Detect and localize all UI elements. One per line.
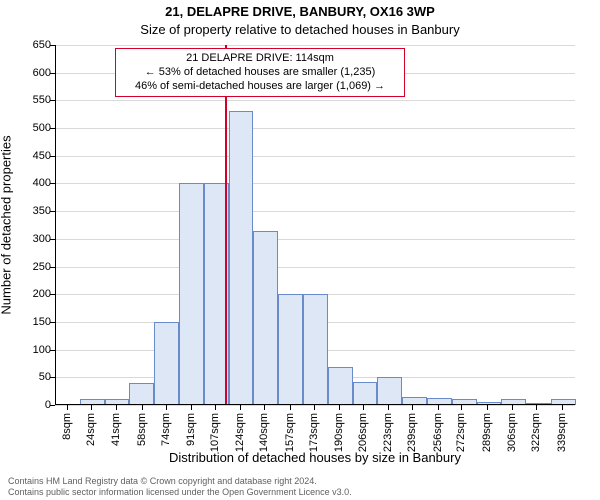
x-tick-label: 41sqm [110, 413, 122, 446]
x-tick-label: 322sqm [530, 413, 542, 452]
y-tick-label: 200 [11, 288, 51, 300]
x-tick-mark [461, 405, 462, 410]
x-tick-mark [363, 405, 364, 410]
x-tick-label: 339sqm [556, 413, 568, 452]
x-tick-label: 107sqm [209, 413, 221, 452]
x-tick-label: 272sqm [455, 413, 467, 452]
x-tick-mark [536, 405, 537, 410]
x-tick-label: 157sqm [284, 413, 296, 452]
grid-line [55, 405, 575, 406]
x-tick-mark [215, 405, 216, 410]
x-tick-mark [142, 405, 143, 410]
reference-line [225, 45, 227, 405]
grid-line [55, 45, 575, 46]
histogram-bar [229, 111, 254, 405]
x-tick-label: 8sqm [61, 413, 73, 440]
y-tick-label: 150 [11, 316, 51, 328]
x-tick-label: 74sqm [160, 413, 172, 446]
y-tick-label: 0 [11, 399, 51, 411]
chart-container: 21, DELAPRE DRIVE, BANBURY, OX16 3WP Siz… [0, 0, 600, 500]
grid-line [55, 239, 575, 240]
x-tick-label: 190sqm [333, 413, 345, 452]
x-tick-mark [290, 405, 291, 410]
annotation-line: ← 53% of detached houses are smaller (1,… [122, 66, 398, 80]
x-tick-label: 206sqm [357, 413, 369, 452]
x-tick-label: 289sqm [481, 413, 493, 452]
y-tick-label: 550 [11, 94, 51, 106]
grid-line [55, 267, 575, 268]
histogram-bar [179, 183, 204, 405]
y-tick-label: 600 [11, 67, 51, 79]
grid-line [55, 128, 575, 129]
y-tick-label: 450 [11, 150, 51, 162]
x-tick-label: 24sqm [85, 413, 97, 446]
grid-line [55, 100, 575, 101]
y-tick-label: 300 [11, 233, 51, 245]
y-tick-label: 50 [11, 371, 51, 383]
y-tick-label: 400 [11, 177, 51, 189]
x-tick-mark [512, 405, 513, 410]
x-tick-mark [388, 405, 389, 410]
annotation-line: 46% of semi-detached houses are larger (… [122, 80, 398, 94]
x-tick-mark [339, 405, 340, 410]
x-tick-label: 256sqm [432, 413, 444, 452]
x-tick-label: 239sqm [406, 413, 418, 452]
x-tick-label: 306sqm [506, 413, 518, 452]
annotation-box: 21 DELAPRE DRIVE: 114sqm← 53% of detache… [115, 48, 405, 97]
x-tick-label: 223sqm [382, 413, 394, 452]
histogram-bar [278, 294, 303, 405]
histogram-bar [303, 294, 328, 405]
x-tick-mark [412, 405, 413, 410]
y-tick-label: 500 [11, 122, 51, 134]
x-tick-mark [438, 405, 439, 410]
x-tick-label: 140sqm [258, 413, 270, 452]
histogram-bar [154, 322, 179, 405]
histogram-bar [253, 231, 278, 405]
histogram-bar [129, 383, 154, 405]
attribution-line-1: Contains HM Land Registry data © Crown c… [8, 476, 352, 487]
x-tick-mark [562, 405, 563, 410]
grid-line [55, 156, 575, 157]
x-tick-label: 58sqm [136, 413, 148, 446]
y-tick-label: 650 [11, 39, 51, 51]
grid-line [55, 211, 575, 212]
x-tick-mark [116, 405, 117, 410]
x-tick-label: 124sqm [234, 413, 246, 452]
x-tick-mark [191, 405, 192, 410]
x-tick-label: 91sqm [185, 413, 197, 446]
plot-area: 8sqm24sqm41sqm58sqm74sqm91sqm107sqm124sq… [55, 45, 575, 405]
chart-title-address: 21, DELAPRE DRIVE, BANBURY, OX16 3WP [0, 4, 600, 19]
grid-line [55, 183, 575, 184]
x-tick-mark [91, 405, 92, 410]
annotation-line: 21 DELAPRE DRIVE: 114sqm [122, 52, 398, 66]
attribution-text: Contains HM Land Registry data © Crown c… [8, 476, 352, 498]
y-axis-line [55, 45, 56, 405]
x-axis-line [55, 404, 575, 405]
y-tick-label: 350 [11, 205, 51, 217]
x-tick-mark [264, 405, 265, 410]
x-tick-label: 173sqm [308, 413, 320, 452]
histogram-bar [353, 382, 378, 405]
chart-subtitle: Size of property relative to detached ho… [0, 22, 600, 37]
y-tick-label: 100 [11, 344, 51, 356]
histogram-bar [328, 367, 353, 405]
x-tick-mark [487, 405, 488, 410]
x-tick-mark [166, 405, 167, 410]
x-axis-label: Distribution of detached houses by size … [55, 450, 575, 465]
x-tick-mark [67, 405, 68, 410]
attribution-line-2: Contains public sector information licen… [8, 487, 352, 498]
histogram-bar [377, 377, 402, 405]
x-tick-mark [314, 405, 315, 410]
x-tick-mark [240, 405, 241, 410]
y-tick-label: 250 [11, 261, 51, 273]
